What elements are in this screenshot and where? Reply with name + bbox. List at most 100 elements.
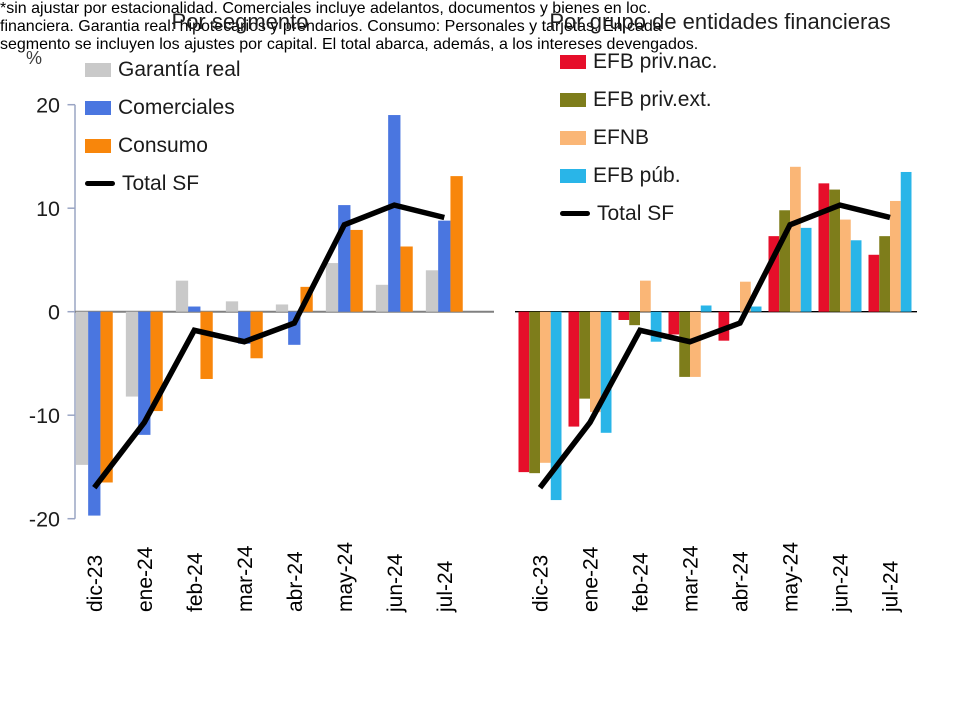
legend-item-efb-p-b: EFB púb.: [560, 163, 717, 188]
bar: [200, 311, 213, 379]
y-axis: 20 10 0 -10 -20: [29, 94, 76, 532]
x-axis-labels: dic-23 ene-24 feb-24 mar-24 abr-24 may-24 jun-…: [530, 542, 903, 613]
legend-item-efnb: EFNB: [560, 125, 717, 150]
bar: [518, 311, 530, 473]
legend-label: EFNB: [593, 125, 650, 149]
bar: [375, 284, 389, 312]
legend-label: EFB púb.: [593, 163, 681, 187]
legend-color-swatch: [85, 138, 111, 153]
total-sf-line: [537, 202, 891, 490]
bar: [679, 311, 690, 377]
bar: [325, 263, 339, 312]
x-tick-label: jun-24: [830, 553, 853, 613]
bar: [690, 311, 701, 377]
total-sf-line: [92, 202, 445, 490]
bar: [425, 270, 439, 312]
right-legend: EFB priv.nac. EFB priv.ext. EFNB EFB púb. To…: [560, 49, 717, 226]
bar: [668, 311, 680, 335]
bar: [618, 311, 630, 320]
bar: [700, 305, 712, 312]
bar: [138, 311, 151, 435]
legend-label: EFB priv.nac.: [593, 49, 718, 73]
x-tick-label: dic-23: [530, 555, 553, 612]
bar: [75, 311, 89, 465]
bar: [568, 311, 580, 427]
bar: [750, 306, 762, 312]
series-efb-p-b: [550, 171, 912, 501]
bar: [238, 311, 251, 344]
bar: [650, 311, 662, 342]
series-efnb: [540, 166, 901, 463]
panel-1: dic-23 ene-24 feb-24 mar-24 abr-24 may-24 jun-…: [515, 166, 917, 613]
legend-item-efb-priv-ext: EFB priv.ext.: [560, 87, 717, 112]
x-tick-label: may-24: [780, 542, 803, 612]
y-tick-label: 10: [36, 197, 60, 221]
bar: [529, 311, 540, 474]
x-tick-label: mar-24: [234, 545, 257, 612]
legend-color-swatch: [560, 130, 586, 145]
bar: [550, 311, 562, 501]
bar: [790, 166, 801, 312]
bar: [640, 280, 651, 312]
x-tick-label: feb-24: [184, 552, 207, 612]
legend-color-swatch: [85, 62, 111, 77]
bar: [879, 236, 890, 312]
bar: [225, 301, 239, 312]
legend-label: Comerciales: [118, 95, 235, 119]
charts-canvas: 20 10 0 -10 -20 dic-23 ene-24 feb-24 mar-24 abr-2…: [29, 94, 917, 613]
y-tick-label: 0: [48, 301, 60, 325]
legend-line-swatch: [560, 211, 590, 216]
bar: [600, 311, 612, 433]
bar: [829, 189, 840, 312]
series-efb-priv-ext: [529, 189, 890, 474]
legend-color-swatch: [560, 168, 586, 183]
x-tick-label: jul-24: [434, 560, 457, 613]
bar: [590, 311, 601, 413]
legend-item-consumo: Consumo: [85, 133, 241, 158]
legend-color-swatch: [560, 54, 586, 69]
bar: [540, 311, 551, 463]
x-tick-label: abr-24: [730, 551, 753, 612]
bar: [779, 210, 790, 312]
bar: [768, 236, 780, 312]
y-axis-unit-label: %: [26, 48, 43, 68]
bar: [740, 281, 751, 312]
y-tick-label: 20: [36, 94, 60, 118]
x-tick-label: ene-24: [580, 546, 603, 612]
bar: [125, 311, 139, 397]
x-tick-label: mar-24: [680, 545, 703, 612]
bar: [438, 220, 451, 312]
legend-item-comerciales: Comerciales: [85, 95, 241, 120]
left-legend: Garantía real Comerciales Consumo Total SF: [85, 57, 241, 196]
bar: [150, 311, 163, 412]
legend-line-swatch: [85, 181, 115, 186]
bar: [275, 304, 289, 312]
x-tick-label: feb-24: [630, 552, 653, 612]
series-comerciales: [88, 115, 451, 516]
legend-item-total-sf: Total SF: [85, 171, 241, 196]
x-tick-label: jun-24: [384, 553, 407, 613]
legend-label: Garantía real: [118, 57, 241, 81]
x-tick-label: abr-24: [284, 551, 307, 612]
x-tick-label: dic-23: [84, 555, 107, 612]
legend-color-swatch: [85, 100, 111, 115]
legend-label: EFB priv.ext.: [593, 87, 712, 111]
bar: [840, 219, 851, 312]
legend-item-total-sf: Total SF: [560, 201, 717, 226]
bar: [900, 171, 912, 312]
legend-item-efb-priv-nac: EFB priv.nac.: [560, 49, 717, 74]
right-chart-title: Por grupo de entidades financieras: [549, 9, 891, 34]
series-garant-a-real: [75, 263, 439, 465]
y-tick-label: -10: [29, 404, 60, 428]
bar: [629, 311, 640, 326]
bar: [579, 311, 590, 399]
bar: [350, 229, 363, 312]
legend-item-garant-a-real: Garantía real: [85, 57, 241, 82]
bar: [400, 246, 413, 312]
left-chart-title: Por segmento: [171, 9, 309, 34]
bar: [868, 254, 880, 312]
footnote-line-3: segmento se incluyen los ajustes por cap…: [0, 36, 699, 53]
bar: [850, 240, 862, 312]
bar: [100, 311, 113, 483]
